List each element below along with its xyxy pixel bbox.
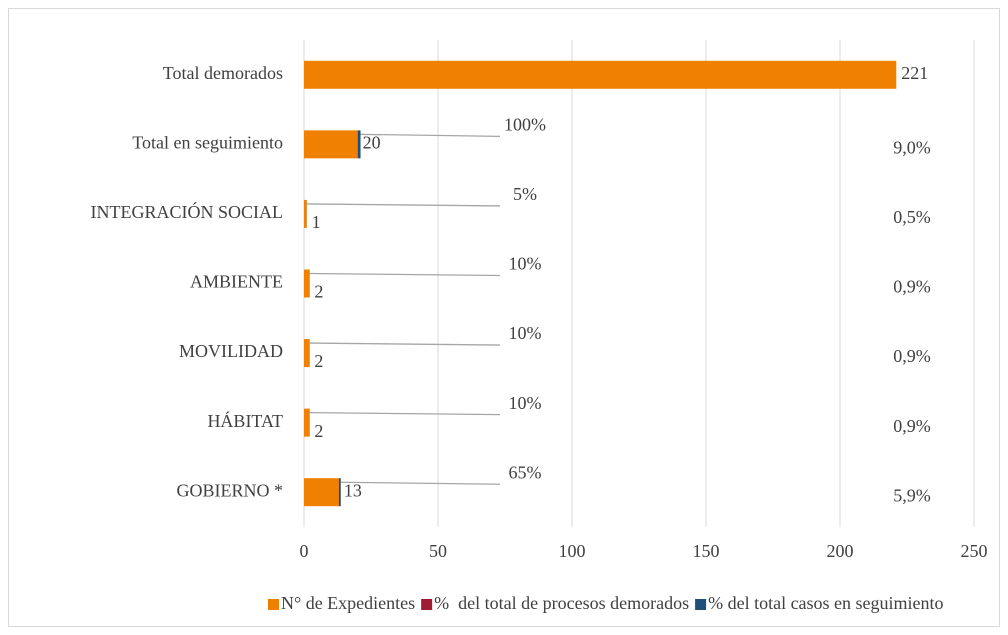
data-label: 2 [314, 282, 323, 302]
leader-line [306, 203, 501, 207]
data-label: 0,5% [893, 207, 931, 227]
y-tick-label: INTEGRACIÓN SOCIAL [91, 201, 284, 222]
bar-segment [304, 339, 310, 368]
bar-segment [357, 130, 361, 159]
data-label: 10% [509, 393, 542, 413]
leader-line [309, 342, 501, 346]
y-tick-label: Total en seguimiento [132, 132, 283, 152]
data-label: 5% [513, 184, 537, 204]
x-tick-label: 0 [300, 541, 309, 561]
x-tick-label: 50 [429, 541, 447, 561]
legend-swatch [268, 599, 279, 610]
bar-segment [304, 478, 339, 507]
x-tick-label: 250 [961, 541, 988, 561]
data-label: 221 [901, 63, 928, 83]
legend-swatch [421, 599, 433, 610]
data-label: 0,9% [893, 277, 931, 297]
bar-segment [338, 478, 341, 507]
leader-line [360, 133, 501, 138]
x-tick-label: 150 [693, 541, 720, 561]
data-label: 0,9% [893, 346, 931, 366]
chart-frame [8, 8, 1000, 627]
y-tick-label: Total demorados [163, 63, 283, 83]
y-tick-label: GOBIERNO * [177, 480, 284, 500]
y-tick-label: HÁBITAT [207, 410, 283, 431]
leader-line [340, 481, 501, 485]
bar-segment [304, 130, 358, 159]
leader-line [309, 272, 501, 277]
legend-label: % del total de procesos demorados [434, 593, 689, 613]
data-label: 65% [509, 462, 542, 482]
bar-segment [304, 199, 307, 228]
y-tick-label: MOVILIDAD [179, 341, 283, 361]
legend-label: % del total casos en seguimiento [708, 593, 943, 613]
y-tick-label: AMBIENTE [190, 272, 283, 292]
data-label: 13 [344, 480, 362, 500]
bar-segment [304, 269, 310, 298]
data-label: 10% [509, 323, 542, 343]
x-tick-label: 200 [827, 541, 854, 561]
bar-segment [304, 408, 310, 437]
data-label: 100% [504, 114, 546, 134]
leader-line [309, 411, 501, 416]
legend-label: N° de Expedientes [281, 593, 415, 613]
data-label: 1 [312, 212, 321, 232]
legend-swatch [695, 599, 707, 610]
data-label: 2 [314, 351, 323, 371]
data-label: 9,0% [893, 137, 931, 157]
data-label: 0,9% [893, 416, 931, 436]
data-label: 20 [363, 132, 381, 152]
data-label: 2 [314, 421, 323, 441]
bar-segment [304, 60, 897, 89]
x-tick-label: 100 [559, 541, 586, 561]
data-label: 10% [509, 254, 542, 274]
data-label: 5,9% [893, 485, 931, 505]
